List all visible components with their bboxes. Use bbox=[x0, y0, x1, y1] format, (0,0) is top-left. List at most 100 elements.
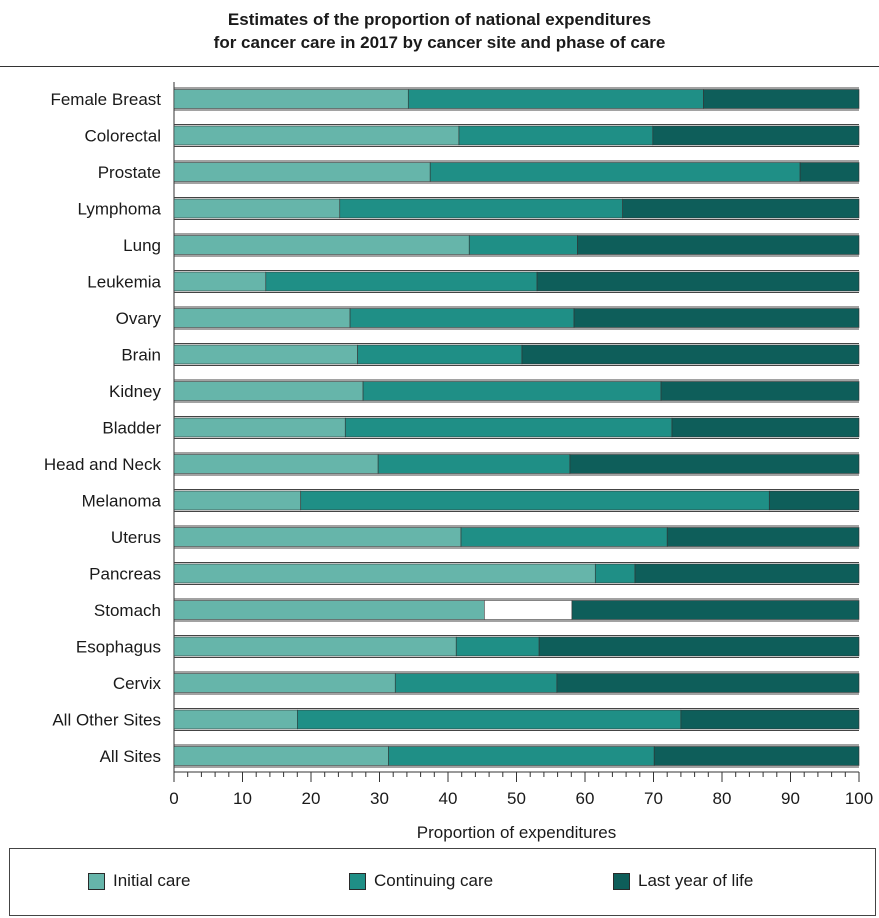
category-label-lymphoma: Lymphoma bbox=[78, 200, 162, 219]
legend-item-continuing-care: Continuing care bbox=[349, 871, 493, 891]
bar-bladder-continuing-care bbox=[344, 417, 673, 438]
bar-esophagus-initial-care bbox=[173, 636, 457, 657]
category-label-stomach: Stomach bbox=[94, 601, 161, 620]
bar-brain-last-year-of-life bbox=[521, 344, 860, 365]
category-label-all-other-sites: All Other Sites bbox=[52, 711, 161, 730]
bar-all-sites-continuing-care bbox=[388, 746, 655, 766]
category-label-cervix: Cervix bbox=[113, 674, 162, 693]
x-tick-label-100: 100 bbox=[845, 789, 873, 808]
bar-lymphoma-initial-care bbox=[173, 198, 341, 219]
bar-colorectal-continuing-care bbox=[458, 125, 654, 146]
bar-female-breast-last-year-of-life bbox=[703, 89, 860, 109]
legend-item-last-year-of-life: Last year of life bbox=[613, 871, 753, 891]
x-tick-label-10: 10 bbox=[233, 789, 252, 808]
bar-lung-continuing-care bbox=[468, 235, 578, 255]
category-label-colorectal: Colorectal bbox=[84, 127, 161, 146]
x-tick-label-90: 90 bbox=[781, 789, 800, 808]
bar-lymphoma-continuing-care bbox=[339, 198, 623, 219]
chart-title: Estimates of the proportion of national … bbox=[0, 8, 879, 54]
x-tick-label-20: 20 bbox=[302, 789, 321, 808]
legend-swatch-last-year-of-life bbox=[613, 872, 630, 890]
category-label-all-sites: All Sites bbox=[100, 747, 161, 766]
bar-leukemia-continuing-care bbox=[265, 271, 538, 292]
category-label-lung: Lung bbox=[123, 236, 161, 255]
bar-all-sites-last-year-of-life bbox=[653, 746, 860, 766]
category-label-esophagus: Esophagus bbox=[76, 638, 161, 657]
bar-esophagus-last-year-of-life bbox=[538, 636, 860, 657]
legend-item-initial-care: Initial care bbox=[88, 871, 190, 891]
bar-all-sites-initial-care bbox=[173, 746, 389, 766]
category-label-pancreas: Pancreas bbox=[89, 565, 161, 584]
category-label-prostate: Prostate bbox=[98, 163, 161, 182]
chart-title-line-2: for cancer care in 2017 by cancer site a… bbox=[213, 33, 666, 52]
bar-stomach-continuing-care bbox=[484, 600, 573, 620]
bar-ovary-last-year-of-life bbox=[573, 308, 860, 328]
legend-label-continuing-care: Continuing care bbox=[374, 871, 494, 890]
bar-ovary-initial-care bbox=[173, 308, 351, 328]
chart-title-line-1: Estimates of the proportion of national … bbox=[227, 10, 652, 29]
bar-all-other-sites-initial-care bbox=[173, 709, 298, 730]
bar-stomach-last-year-of-life bbox=[571, 600, 860, 620]
bar-cervix-last-year-of-life bbox=[556, 673, 860, 693]
bar-uterus-last-year-of-life bbox=[666, 527, 860, 547]
x-tick-label-70: 70 bbox=[644, 789, 663, 808]
category-label-brain: Brain bbox=[121, 346, 161, 365]
legend-swatch-continuing-care bbox=[349, 872, 366, 890]
bar-head-and-neck-last-year-of-life bbox=[569, 454, 860, 474]
bar-colorectal-initial-care bbox=[173, 125, 460, 146]
bar-pancreas-last-year-of-life bbox=[634, 563, 860, 584]
category-label-head-and-neck: Head and Neck bbox=[44, 455, 162, 474]
bar-melanoma-last-year-of-life bbox=[768, 490, 860, 511]
legend-swatch-initial-care bbox=[88, 872, 105, 890]
category-label-female-breast: Female Breast bbox=[50, 90, 161, 109]
bar-esophagus-continuing-care bbox=[455, 636, 540, 657]
legend-label-initial-care: Initial care bbox=[113, 871, 191, 890]
bar-pancreas-continuing-care bbox=[594, 563, 636, 584]
bar-bladder-initial-care bbox=[173, 417, 346, 438]
bar-head-and-neck-continuing-care bbox=[377, 454, 571, 474]
category-label-leukemia: Leukemia bbox=[87, 273, 161, 292]
bar-kidney-continuing-care bbox=[362, 381, 662, 401]
bar-brain-initial-care bbox=[173, 344, 358, 365]
bar-kidney-last-year-of-life bbox=[660, 381, 860, 401]
bar-melanoma-initial-care bbox=[173, 490, 302, 511]
bar-ovary-continuing-care bbox=[349, 308, 575, 328]
category-label-melanoma: Melanoma bbox=[82, 492, 162, 511]
bar-leukemia-initial-care bbox=[173, 271, 267, 292]
x-tick-label-30: 30 bbox=[370, 789, 389, 808]
bar-prostate-initial-care bbox=[173, 162, 431, 182]
legend-label-last-year-of-life: Last year of life bbox=[638, 871, 754, 890]
bar-female-breast-continuing-care bbox=[407, 89, 704, 109]
bar-all-other-sites-last-year-of-life bbox=[680, 709, 860, 730]
category-label-kidney: Kidney bbox=[109, 382, 161, 401]
bar-lymphoma-last-year-of-life bbox=[622, 198, 860, 219]
bar-brain-continuing-care bbox=[357, 344, 523, 365]
legend: Initial care Continuing care Last year o… bbox=[9, 848, 876, 916]
x-axis-title: Proportion of expenditures bbox=[417, 823, 616, 842]
bar-lung-initial-care bbox=[173, 235, 470, 255]
category-label-bladder: Bladder bbox=[102, 419, 161, 438]
bar-uterus-continuing-care bbox=[460, 527, 668, 547]
x-tick-label-40: 40 bbox=[439, 789, 458, 808]
bar-prostate-continuing-care bbox=[429, 162, 801, 182]
bar-cervix-continuing-care bbox=[394, 673, 558, 693]
bar-kidney-initial-care bbox=[173, 381, 364, 401]
bar-leukemia-last-year-of-life bbox=[536, 271, 860, 292]
bar-stomach-initial-care bbox=[173, 600, 485, 620]
category-label-ovary: Ovary bbox=[116, 309, 162, 328]
bar-uterus-initial-care bbox=[173, 527, 462, 547]
x-tick-label-60: 60 bbox=[576, 789, 595, 808]
x-tick-label-50: 50 bbox=[507, 789, 526, 808]
bar-melanoma-continuing-care bbox=[300, 490, 770, 511]
bar-head-and-neck-initial-care bbox=[173, 454, 379, 474]
x-tick-label-0: 0 bbox=[169, 789, 178, 808]
bar-cervix-initial-care bbox=[173, 673, 396, 693]
bar-colorectal-last-year-of-life bbox=[652, 125, 860, 146]
bar-bladder-last-year-of-life bbox=[671, 417, 860, 438]
bar-pancreas-initial-care bbox=[173, 563, 596, 584]
bar-prostate-last-year-of-life bbox=[799, 162, 860, 182]
stacked-bar-chart: Female Breast Colorectal Prostate Lymphoma L… bbox=[44, 82, 873, 842]
bar-all-other-sites-continuing-care bbox=[296, 709, 682, 730]
category-label-uterus: Uterus bbox=[111, 528, 161, 547]
bar-lung-last-year-of-life bbox=[577, 235, 860, 255]
